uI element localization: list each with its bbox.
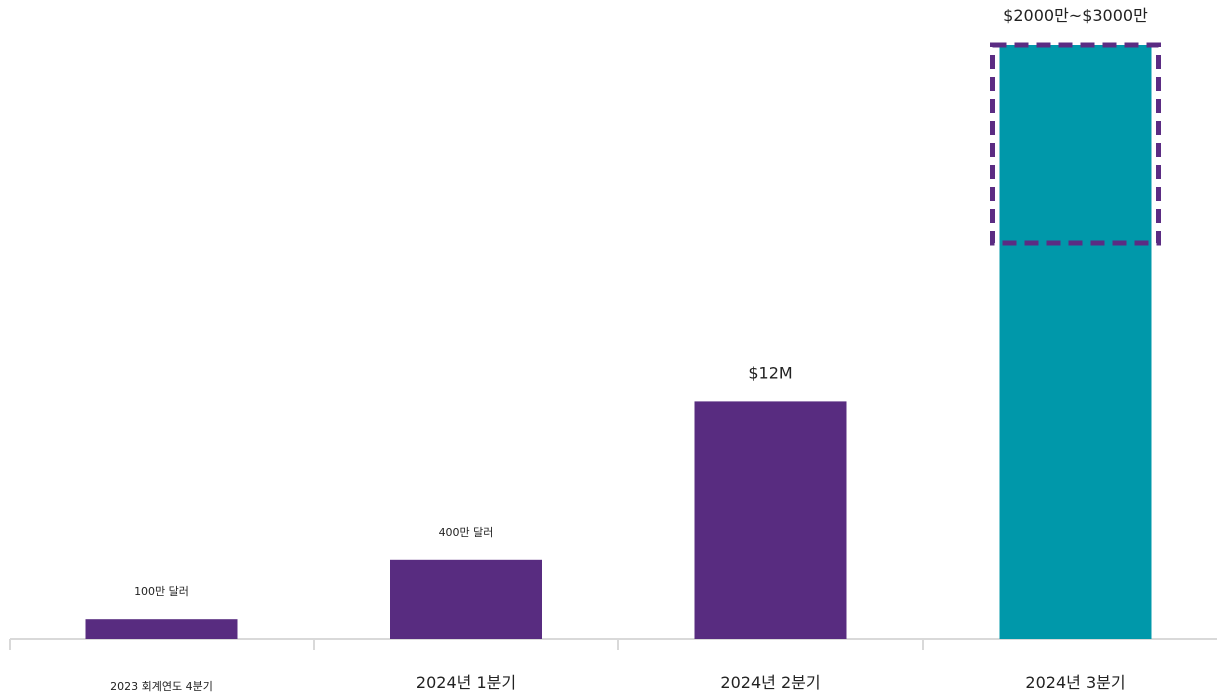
bar-3 [694, 401, 847, 639]
category-label-3: 2024년 2분기 [720, 673, 820, 692]
bar-2 [390, 559, 542, 639]
category-label-2: 2024년 1분기 [416, 673, 516, 692]
category-label-4: 2024년 3분기 [1025, 673, 1125, 692]
value-label-2: 400만 달러 [439, 526, 494, 539]
bar-4 [999, 45, 1152, 639]
bar-1 [85, 619, 238, 639]
category-labels: 2023 회계연도 4분기 2024년 1분기 2024년 2분기 2024년 3분기 [110, 673, 1125, 693]
x-axis-ticks [9, 639, 924, 650]
value-labels: 100만 달러 400만 달러 $12M $2000만~$3000만 [134, 6, 1148, 598]
category-label-1: 2023 회계연도 4분기 [110, 680, 213, 693]
range-layer [990, 42, 1161, 246]
value-label-1: 100만 달러 [134, 585, 189, 598]
value-label-3: $12M [748, 363, 792, 382]
bars-group [85, 45, 1152, 639]
range-outline [990, 42, 1161, 246]
value-label-4: $2000만~$3000만 [1003, 6, 1148, 25]
